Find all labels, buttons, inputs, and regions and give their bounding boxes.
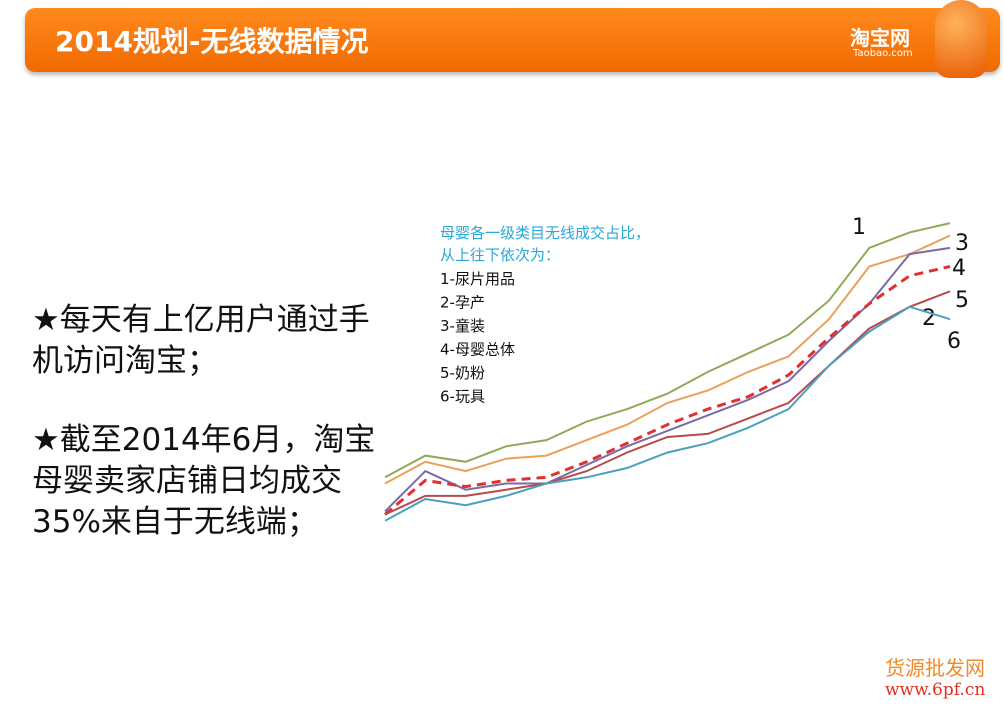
chart-subtitle: 从上往下依次为： [440,246,560,264]
legend-item: 3-童装 [440,317,485,335]
series-label: 3 [955,231,969,256]
header-bar: 2014规划-无线数据情况 淘宝网 Taobao.com [25,8,1000,72]
watermark: www.6pf.cn [885,680,986,700]
chart-title: 母婴各一级类目无线成交占比， [440,224,650,242]
mascot [935,0,987,78]
series-label: 4 [952,256,966,281]
legend-item: 5-奶粉 [440,364,485,382]
bullet: ★截至2014年6月，淘宝母婴卖家店铺日均成交35%来自于无线端； [32,422,376,540]
series-line [384,305,951,522]
legend-item: 6-玩具 [440,388,485,406]
logo: 淘宝网 [850,26,910,50]
series-line [384,222,951,479]
watermark: 货源批发网 [885,656,985,680]
series-line [384,265,951,516]
legend-item: 4-母婴总体 [440,341,515,359]
legend-item: 2-孕产 [440,294,485,312]
series-line [384,290,951,516]
series-label: 6 [947,329,961,354]
legend-item: 1-尿片用品 [440,270,515,288]
slide-title: 2014规划-无线数据情况 [55,25,369,58]
series-line [384,234,951,485]
series-label: 5 [955,288,969,313]
bullet: ★每天有上亿用户通过手机访问淘宝； [32,302,370,379]
logo-sub: Taobao.com [853,48,913,59]
series-label: 2 [922,306,936,331]
series-label: 1 [852,215,866,240]
